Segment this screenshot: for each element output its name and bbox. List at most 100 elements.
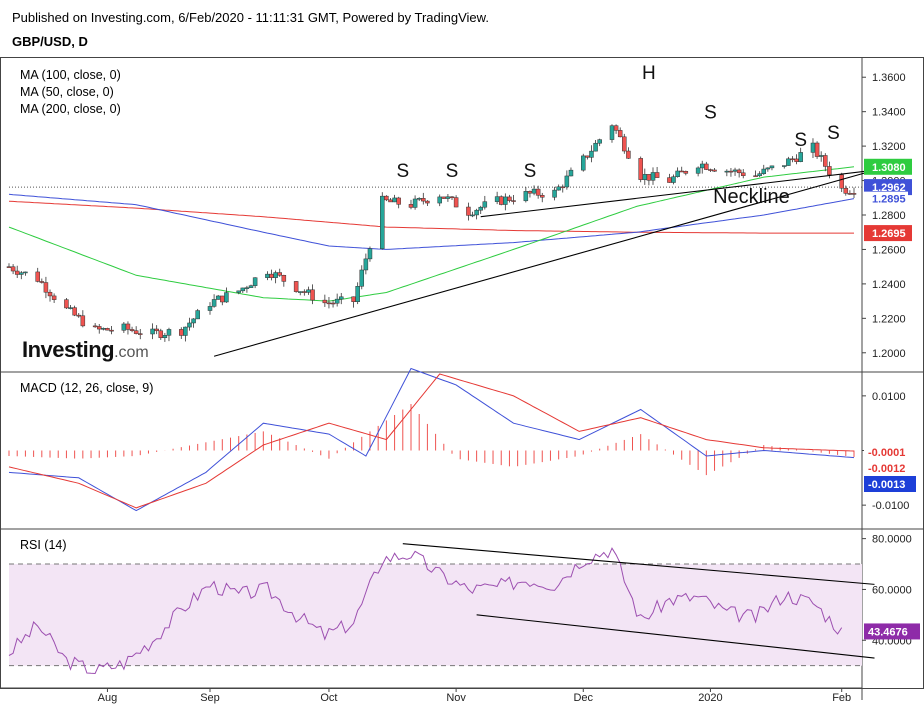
price-tick-label: 1.3400 [872, 107, 906, 119]
candle-body [72, 307, 77, 316]
candle-body [597, 139, 602, 144]
candle-body [248, 285, 254, 288]
candle-body [765, 167, 771, 170]
candle-body [786, 158, 791, 166]
candle-body [43, 282, 49, 293]
candle-body [761, 168, 767, 174]
candle-body [293, 281, 299, 292]
candle-body [183, 326, 188, 336]
candle-body [847, 193, 853, 195]
candle-body [581, 155, 586, 171]
candle-body [269, 273, 274, 278]
candle-body [494, 196, 500, 202]
candle-body [498, 196, 504, 205]
candle-body [453, 197, 459, 208]
candle-body [359, 269, 365, 287]
candle-body [138, 333, 143, 335]
price-tick-label: 1.2400 [872, 279, 906, 291]
candle-body [790, 158, 795, 161]
candle-body [712, 169, 717, 172]
candle-body [187, 322, 192, 328]
candle-body [236, 290, 241, 293]
candle-body [35, 271, 40, 282]
candle-body [281, 275, 287, 282]
candle-body [675, 170, 680, 177]
candle-body [753, 175, 758, 177]
rsi-trendline [476, 614, 875, 659]
price-tick-label: 1.2000 [872, 348, 906, 360]
candle-body [839, 174, 844, 189]
candle-body [76, 314, 81, 317]
candle-body [646, 174, 652, 181]
candle-body [14, 270, 20, 275]
candle-body [523, 191, 529, 202]
candle-body [609, 125, 615, 140]
macd-badge-bg [864, 476, 916, 492]
macd-badge: -0.0012 [868, 463, 905, 475]
x-tick-label: Nov [446, 692, 466, 704]
candle-body [654, 172, 660, 178]
rsi-line [8, 547, 843, 675]
candle-body [68, 307, 73, 309]
candle-body [244, 287, 250, 289]
candle-body [179, 329, 184, 336]
candle-body [396, 197, 401, 205]
price-trendline [213, 169, 875, 357]
candle-body [671, 176, 676, 183]
candle-body [158, 330, 164, 339]
candle-body [704, 163, 709, 170]
candle-body [823, 155, 828, 167]
candle-body [421, 198, 426, 202]
rsi-title: RSI (14) [20, 538, 67, 552]
candle-body [334, 298, 340, 304]
candle-body [814, 142, 820, 157]
candle-body [638, 158, 643, 180]
candle-body [211, 299, 217, 307]
x-tick-label: Oct [320, 692, 337, 704]
candle-body [224, 292, 229, 303]
macd-badge: -0.0013 [868, 479, 905, 491]
candle-body [695, 167, 701, 174]
candle-body [441, 196, 447, 199]
price-badge-bg [864, 225, 912, 242]
candle-body [437, 196, 442, 204]
price-badge-bg [864, 191, 908, 206]
candle-body [642, 174, 648, 180]
macd-signal-line [8, 373, 855, 509]
candle-body [363, 258, 369, 271]
candle-body [322, 299, 328, 304]
x-tick-label: Feb [832, 692, 851, 704]
pattern-label: S [794, 130, 807, 151]
candle-body [728, 170, 734, 173]
candle-body [626, 150, 631, 159]
candle-body [650, 172, 656, 181]
candle-body [339, 296, 344, 300]
candle-body [474, 209, 479, 216]
candle-body [310, 289, 315, 301]
candle-body [810, 142, 816, 153]
candle-body [80, 315, 86, 327]
candle-body [392, 197, 397, 203]
candle-body [252, 277, 258, 286]
price-badge: 1.2695 [872, 228, 906, 240]
candle-body [195, 310, 200, 320]
candle-body [240, 287, 246, 292]
ma200-line [8, 200, 854, 234]
candle-body [306, 289, 311, 293]
legend-ma200: MA (200, close, 0) [20, 102, 121, 116]
candle-body [564, 175, 570, 188]
candle-body [560, 186, 566, 189]
candle-body [191, 318, 196, 324]
candle-body [125, 323, 131, 330]
candle-body [92, 325, 98, 328]
candle-body [121, 323, 127, 331]
candle-body [531, 188, 537, 194]
candle-body [732, 169, 738, 172]
candle-body [736, 169, 742, 174]
candle-body [384, 195, 389, 201]
candle-body [478, 206, 483, 211]
candle-body [154, 328, 159, 332]
rsi-badge-bg [864, 623, 920, 640]
price-tick-label: 1.3200 [872, 141, 906, 153]
